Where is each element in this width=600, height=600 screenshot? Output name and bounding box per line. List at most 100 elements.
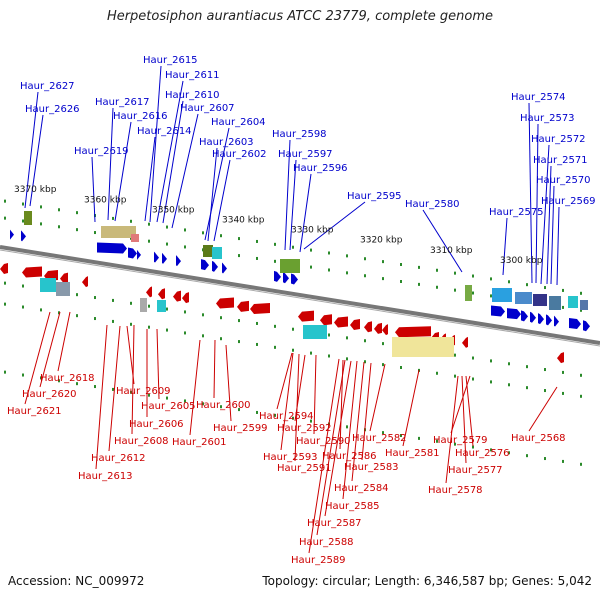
scale-tick <box>508 280 510 284</box>
scale-tick <box>346 254 348 258</box>
scale-tick <box>274 259 276 263</box>
scale-tick <box>184 310 186 314</box>
scale-tick <box>94 317 96 321</box>
scale-tick <box>22 284 24 288</box>
scale-tick <box>166 396 168 400</box>
gene-leader-line <box>369 363 386 432</box>
scale-tick <box>220 405 222 409</box>
feature-block <box>56 282 70 296</box>
forward-gene-label: Haur_2597 <box>278 149 333 160</box>
scale-tick <box>526 365 528 369</box>
gene-leader-line <box>162 100 184 224</box>
scale-tick <box>256 342 258 346</box>
forward-gene-label: Haur_2617 <box>95 97 150 108</box>
forward-gene-arrow <box>212 260 218 272</box>
scale-tick <box>4 370 6 374</box>
scale-tick <box>274 242 276 246</box>
forward-gene-arrow <box>154 251 159 263</box>
feature-block <box>303 325 327 339</box>
reverse-gene-arrow <box>158 288 165 300</box>
scale-tick <box>310 419 312 423</box>
reverse-gene-label: Haur_2582 <box>352 433 407 444</box>
forward-gene-label: Haur_2602 <box>212 149 267 160</box>
feature-block <box>568 296 578 308</box>
forward-gene-arrow <box>274 270 281 282</box>
scale-tick <box>40 308 42 312</box>
scale-tick <box>166 328 168 332</box>
scale-label: 3320 kbp <box>360 236 403 246</box>
gene-leader-line <box>308 358 340 554</box>
forward-gene-label: Haur_2571 <box>533 155 588 166</box>
scale-tick <box>472 445 474 449</box>
gene-leader-line <box>156 80 184 223</box>
forward-gene-arrow <box>176 255 181 267</box>
scale-tick <box>148 304 150 308</box>
gene-leader-line <box>131 324 135 435</box>
scale-tick <box>436 285 438 289</box>
reverse-gene-label: Haur_2609 <box>116 386 171 397</box>
forward-gene-label: Haur_2604 <box>211 117 266 128</box>
reverse-gene-arrow <box>182 292 189 304</box>
scale-tick <box>94 296 96 300</box>
gene-leader-line <box>280 352 294 451</box>
scale-tick <box>256 410 258 414</box>
scale-tick <box>490 294 492 298</box>
scale-tick <box>148 239 150 243</box>
reverse-gene-label: Haur_2578 <box>428 485 483 496</box>
forward-gene-arrow <box>538 313 544 325</box>
gene-leader-line <box>156 328 160 400</box>
gene-leader-line <box>342 360 358 500</box>
reverse-gene-label: Haur_2606 <box>129 419 184 430</box>
scale-tick <box>58 225 60 229</box>
feature-block <box>24 211 32 225</box>
scale-tick <box>580 462 582 466</box>
scale-tick <box>346 425 348 429</box>
scale-tick <box>562 288 564 292</box>
reverse-gene-label: Haur_2600 <box>196 400 251 411</box>
reverse-gene-label: Haur_2584 <box>334 483 389 494</box>
gene-leader-line <box>324 360 352 517</box>
gene-leader-line <box>361 362 372 461</box>
gene-leader-line <box>402 369 420 447</box>
gene-leader-line <box>24 91 39 209</box>
scale-tick <box>382 277 384 281</box>
reverse-gene-label: Haur_2613 <box>78 471 133 482</box>
scale-tick <box>76 382 78 386</box>
reverse-gene-arrow <box>298 310 314 322</box>
scale-tick <box>382 431 384 435</box>
gene-leader-line <box>95 324 108 470</box>
scale-tick <box>418 436 420 440</box>
gene-leader-line <box>316 359 346 536</box>
gene-leader-line <box>144 136 156 222</box>
forward-gene-arrow <box>283 272 289 284</box>
reverse-gene-label: Haur_2576 <box>455 448 510 459</box>
reverse-gene-label: Haur_2577 <box>448 465 503 476</box>
scale-label: 3370 kbp <box>14 185 57 195</box>
reverse-gene-arrow <box>382 324 388 336</box>
gene-leader-line <box>204 127 230 241</box>
scale-tick <box>580 291 582 295</box>
scale-tick <box>76 314 78 318</box>
scale-tick <box>544 368 546 372</box>
scale-tick <box>328 268 330 272</box>
feature-block <box>280 259 300 273</box>
scale-tick <box>94 385 96 389</box>
forward-gene-arrow <box>521 310 528 322</box>
reverse-gene-arrow <box>462 336 468 348</box>
scale-tick <box>184 245 186 249</box>
reverse-gene-label: Haur_2620 <box>22 389 77 400</box>
scale-tick <box>130 390 132 394</box>
forward-gene-label: Haur_2574 <box>511 92 566 103</box>
scale-tick <box>454 442 456 446</box>
scale-labels: 3370 kbp 3360 kbp 3350 kbp 3340 kbp 3330 kbp… <box>14 185 543 266</box>
reverse-gene-label: Haur_2601 <box>172 437 227 448</box>
reverse-gene-arrow <box>22 266 42 278</box>
feature-block <box>101 226 136 238</box>
scale-tick <box>76 293 78 297</box>
reverse-gene-arrow <box>82 276 88 288</box>
gene-leader-line <box>294 353 300 462</box>
reverse-gene-label: Haur_2593 <box>263 452 318 463</box>
reverse-gene-labels: Haur_2618 Haur_2620 Haur_2621 Haur_2609 Haur… <box>7 311 566 566</box>
scale-tick <box>4 281 6 285</box>
